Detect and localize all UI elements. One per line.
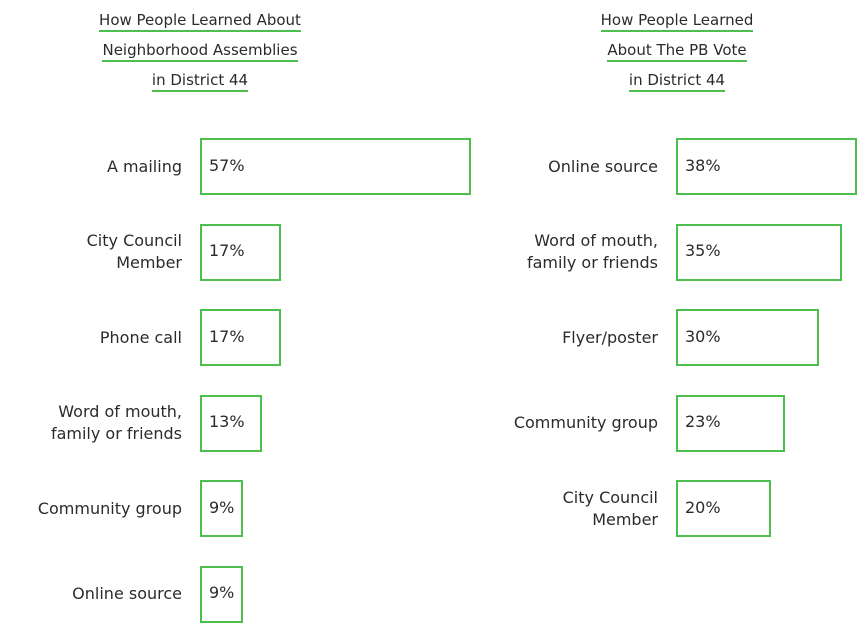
title-text: Neighborhood Assemblies: [102, 40, 298, 62]
category-label: City Council Member: [458, 480, 658, 537]
category-line: family or friends: [526, 253, 658, 272]
bar: [200, 223, 281, 281]
bar: [676, 223, 843, 281]
title-line: How People Learned: [477, 5, 857, 35]
value-label: 57%: [209, 155, 245, 175]
category-label: Community group: [0, 480, 182, 537]
value-label: 38%: [685, 155, 721, 175]
bar: [676, 309, 819, 366]
category-label: City Council Member: [0, 224, 182, 281]
category-label: Community group: [458, 395, 658, 452]
value-label: 17%: [209, 241, 245, 260]
category-line: Online source: [72, 584, 182, 603]
title-line: in District 44: [0, 65, 400, 95]
title-line: How People Learned About: [0, 5, 400, 35]
category-line: Word of mouth,: [58, 402, 182, 421]
value-label: 23%: [685, 412, 721, 431]
title-line: in District 44: [477, 65, 857, 95]
title-text: How People Learned About: [99, 10, 301, 32]
category-label: A mailing: [0, 138, 182, 195]
bar: [676, 394, 786, 452]
category-line: Community group: [37, 498, 182, 518]
value-label: 20%: [685, 497, 721, 517]
chart-title: How People Learned About The PB Vote in Di…: [477, 5, 857, 95]
category-line: Online source: [548, 156, 658, 176]
title-text: in District 44: [151, 70, 249, 92]
category-line: Member: [592, 509, 658, 529]
category-line: family or friends: [50, 424, 182, 443]
category-line: Member: [116, 253, 182, 272]
bar: [200, 138, 471, 195]
title-text: in District 44: [628, 70, 726, 92]
category-line: Word of mouth,: [534, 231, 658, 250]
chart-title: How People Learned About Neighborhood Ass…: [0, 5, 400, 95]
value-label: 17%: [209, 326, 245, 346]
value-label: 9%: [209, 583, 235, 602]
value-label: 30%: [685, 326, 721, 346]
bar: [676, 480, 771, 537]
value-label: 13%: [209, 412, 245, 431]
bar: [200, 480, 243, 537]
category-line: City Council: [86, 231, 182, 250]
category-label: Online source: [0, 566, 182, 623]
title-line: Neighborhood Assemblies: [0, 35, 400, 65]
bar: [200, 565, 243, 623]
value-label: 35%: [685, 241, 721, 260]
category-line: Community group: [513, 413, 658, 432]
title-text: How People Learned: [600, 10, 754, 32]
category-line: A mailing: [106, 156, 182, 176]
title-line: About The PB Vote: [477, 35, 857, 65]
category-label: Phone call: [0, 309, 182, 366]
bar: [200, 394, 262, 452]
category-label: Word of mouth, family or friends: [0, 395, 182, 452]
value-label: 9%: [209, 497, 235, 517]
category-label: Online source: [458, 138, 658, 195]
category-line: City Council: [562, 487, 658, 507]
category-label: Flyer/poster: [458, 309, 658, 366]
title-text: About The PB Vote: [607, 40, 747, 62]
category-line: Flyer/poster: [562, 327, 658, 347]
bar: [676, 138, 857, 195]
bar: [200, 309, 281, 366]
category-line: Phone call: [99, 327, 182, 347]
category-label: Word of mouth, family or friends: [458, 224, 658, 281]
